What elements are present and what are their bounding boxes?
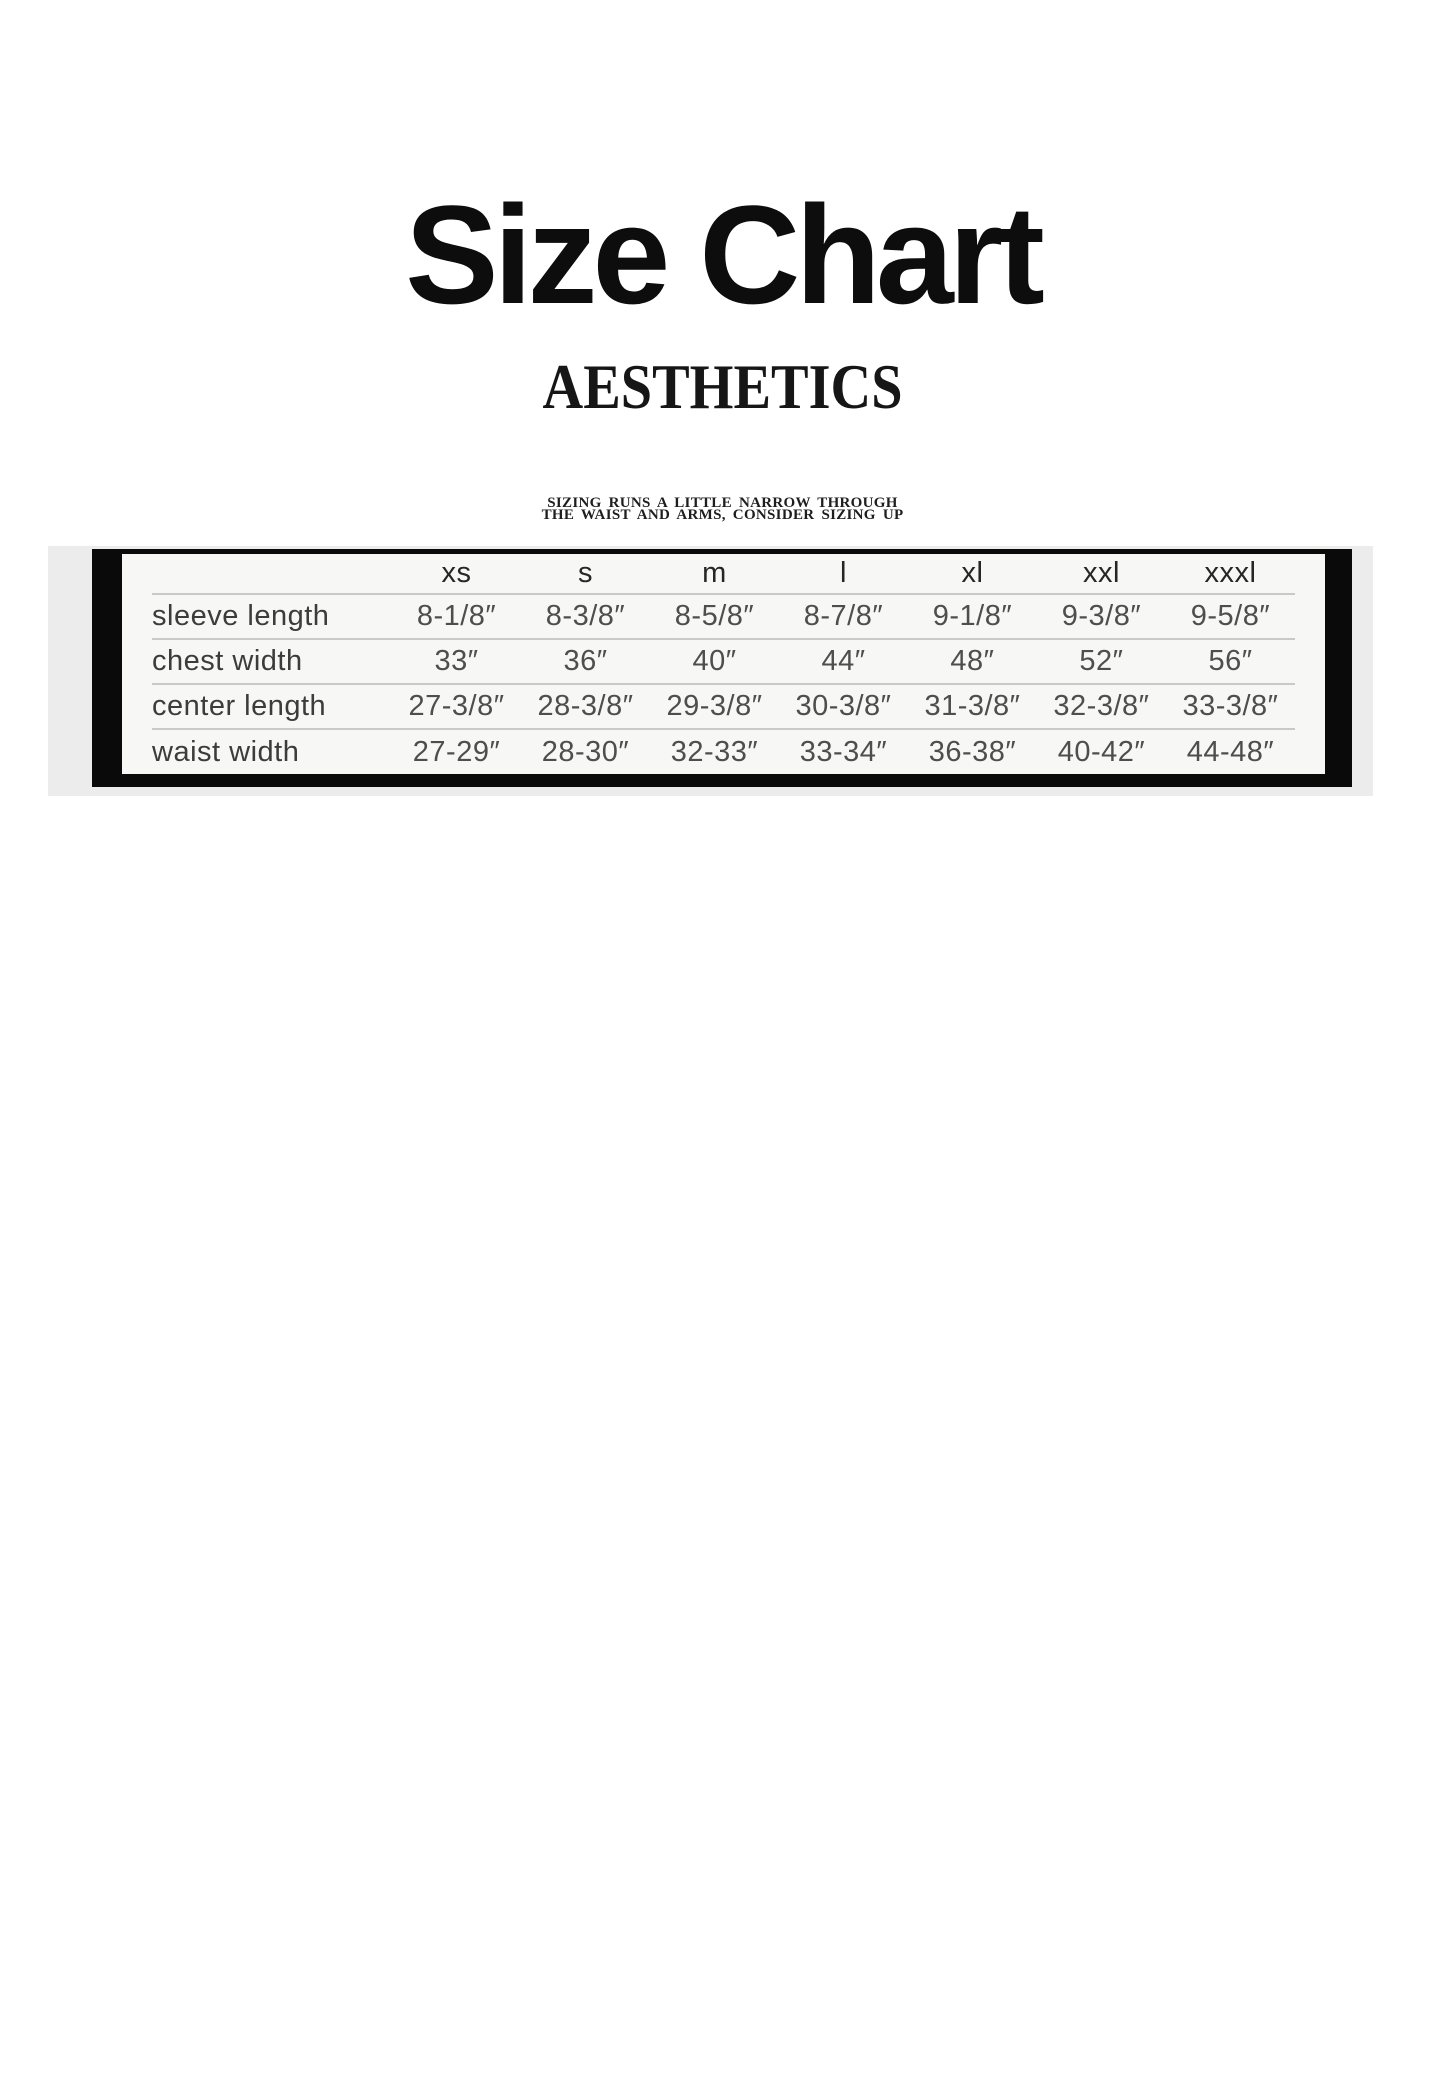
sizing-note: SIZING RUNS A LITTLE NARROW THROUGH THE … bbox=[0, 495, 1445, 523]
sizing-note-line-1: SIZING RUNS A LITTLE NARROW THROUGH bbox=[547, 495, 898, 511]
cell-waist-s: 28-30″ bbox=[541, 735, 630, 768]
cell-sleeve-l: 8-7/8″ bbox=[803, 600, 884, 632]
cell-waist-xxxl: 44-48″ bbox=[1186, 735, 1275, 768]
cell-sleeve-xl: 9-1/8″ bbox=[932, 600, 1013, 632]
cell-center-xs: 27-3/8″ bbox=[408, 690, 505, 722]
size-chart-table: xs s m l xl xxl xxxl sleeve length 8-1/8… bbox=[152, 554, 1295, 774]
column-header-s: s bbox=[577, 557, 593, 589]
row-label-chest-width: chest width bbox=[152, 645, 303, 677]
cell-waist-xxl: 40-42″ bbox=[1057, 735, 1146, 768]
cell-chest-s: 36″ bbox=[563, 645, 608, 677]
column-header-l: l bbox=[839, 557, 847, 589]
column-header-xs: xs bbox=[441, 557, 472, 589]
brand-heading: AESTHETICS bbox=[0, 355, 1445, 419]
column-header-xxl: xxl bbox=[1082, 557, 1120, 589]
size-chart-panel: xs s m l xl xxl xxxl sleeve length 8-1/8… bbox=[48, 546, 1373, 796]
cell-chest-l: 44″ bbox=[821, 645, 866, 677]
table-row-waist-width: waist width 27-29″ 28-30″ 32-33″ 33-34″ … bbox=[152, 729, 1295, 774]
sizing-note-line-2: THE WAIST AND ARMS, CONSIDER SIZING UP bbox=[541, 507, 904, 523]
cell-sleeve-xxxl: 9-5/8″ bbox=[1190, 600, 1271, 632]
size-chart-table-inner: xs s m l xl xxl xxxl sleeve length 8-1/8… bbox=[122, 554, 1325, 774]
brand-heading-text: AESTHETICS bbox=[542, 351, 903, 422]
row-label-waist-width: waist width bbox=[152, 735, 300, 768]
cell-sleeve-xs: 8-1/8″ bbox=[416, 600, 497, 632]
table-row-sleeve-length: sleeve length 8-1/8″ 8-3/8″ 8-5/8″ 8-7/8… bbox=[152, 594, 1295, 639]
cell-center-m: 29-3/8″ bbox=[666, 690, 763, 722]
cell-chest-xxxl: 56″ bbox=[1208, 645, 1253, 677]
column-header-xxxl: xxxl bbox=[1204, 557, 1257, 589]
cell-chest-m: 40″ bbox=[692, 645, 737, 677]
corner-cell bbox=[152, 554, 392, 594]
table-row-chest-width: chest width 33″ 36″ 40″ 44″ 48″ 52″ 56″ bbox=[152, 639, 1295, 684]
row-label-sleeve-length: sleeve length bbox=[152, 600, 330, 632]
cell-waist-l: 33-34″ bbox=[799, 735, 888, 768]
cell-sleeve-xxl: 9-3/8″ bbox=[1061, 600, 1142, 632]
column-header-xl: xl bbox=[961, 557, 984, 589]
cell-waist-xl: 36-38″ bbox=[928, 735, 1017, 768]
cell-center-xxl: 32-3/8″ bbox=[1053, 690, 1150, 722]
size-chart-table-frame: xs s m l xl xxl xxxl sleeve length 8-1/8… bbox=[92, 549, 1352, 787]
table-row-center-length: center length 27-3/8″ 28-3/8″ 29-3/8″ 30… bbox=[152, 684, 1295, 729]
cell-center-l: 30-3/8″ bbox=[795, 690, 892, 722]
cell-center-s: 28-3/8″ bbox=[537, 690, 634, 722]
page-title: Size Chart bbox=[405, 176, 1045, 333]
column-header-m: m bbox=[702, 557, 727, 589]
row-label-center-length: center length bbox=[152, 690, 327, 722]
cell-chest-xxl: 52″ bbox=[1079, 645, 1124, 677]
cell-chest-xl: 48″ bbox=[950, 645, 995, 677]
cell-center-xxxl: 33-3/8″ bbox=[1182, 690, 1279, 722]
table-header-row: xs s m l xl xxl xxxl bbox=[152, 554, 1295, 594]
cell-waist-m: 32-33″ bbox=[670, 735, 759, 768]
cell-center-xl: 31-3/8″ bbox=[924, 690, 1021, 722]
cell-chest-xs: 33″ bbox=[434, 645, 479, 677]
cell-waist-xs: 27-29″ bbox=[412, 735, 501, 768]
cell-sleeve-s: 8-3/8″ bbox=[545, 600, 626, 632]
cell-sleeve-m: 8-5/8″ bbox=[674, 600, 755, 632]
